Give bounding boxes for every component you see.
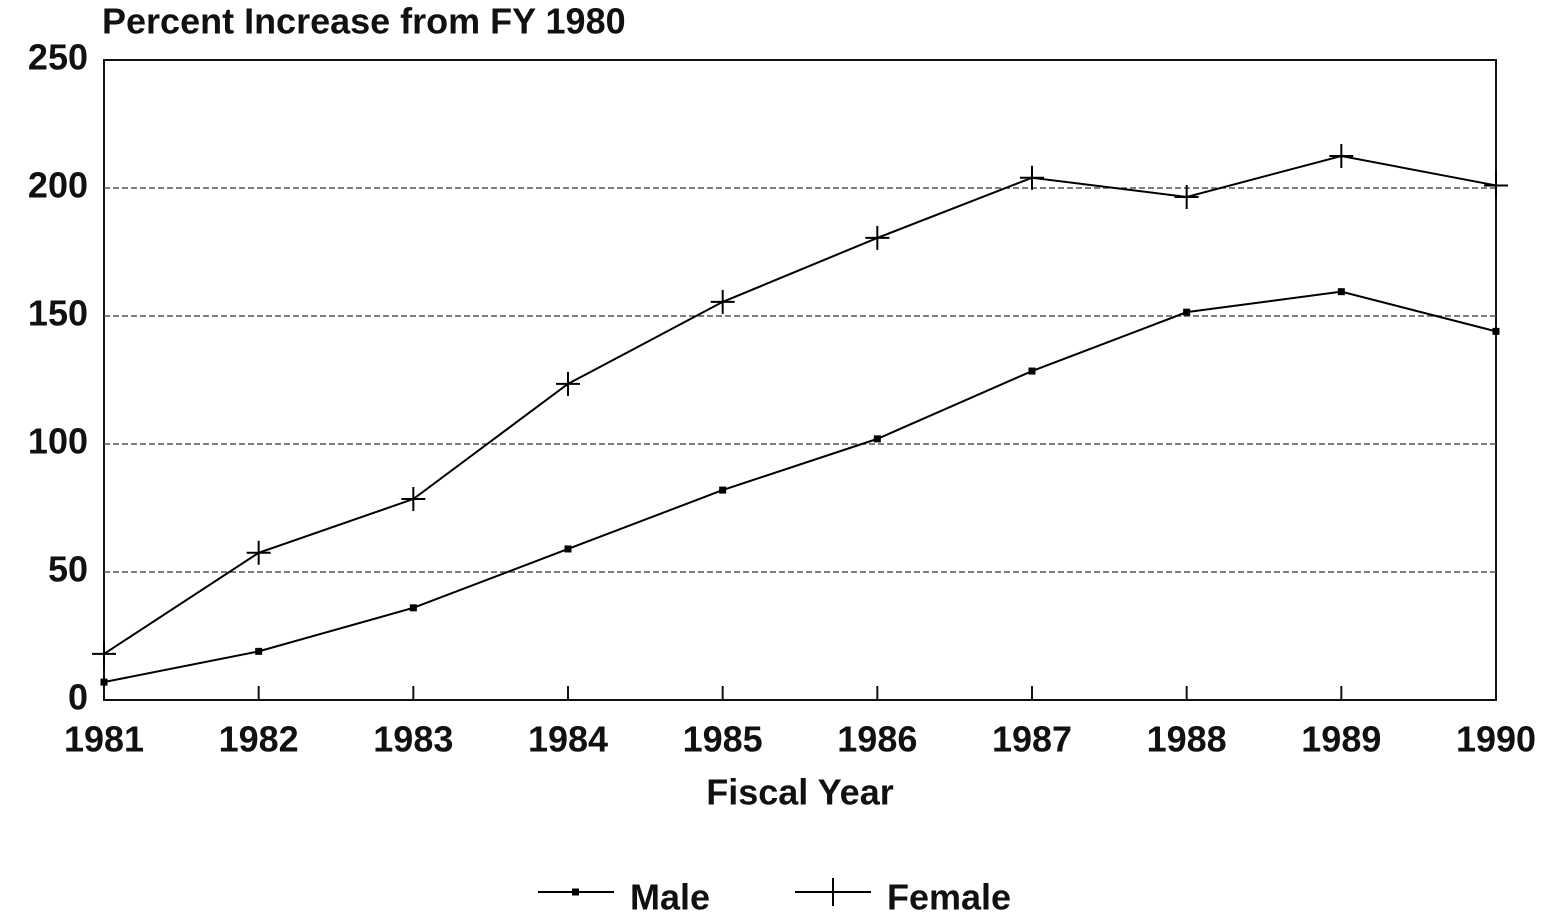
point [255,647,263,655]
point [1492,327,1500,335]
x-tick-label: 1983 [373,719,453,760]
point [710,289,735,314]
y-tick-label: 100 [28,421,88,462]
point [873,435,881,443]
y-tick-label: 150 [28,293,88,334]
y-tick-label: 250 [28,37,88,78]
point [1337,288,1345,296]
point [556,371,580,396]
point [409,604,417,612]
point [100,678,108,686]
plot-frame [103,59,1497,701]
series-line [103,154,1497,655]
legend-label: Male [630,877,710,918]
point [719,486,727,494]
point [1329,144,1354,168]
y-tick-label: 200 [28,165,88,206]
y-tick-label: 0 [68,677,88,718]
x-tick-label: 1985 [683,719,763,760]
x-tick-label: 1988 [1147,719,1227,760]
x-tick-label: 1986 [837,719,917,760]
point [865,225,890,250]
x-axis-label: Fiscal Year [706,772,894,813]
point [1484,173,1508,198]
x-tick-label: 1984 [528,719,608,760]
x-tick-label: 1989 [1301,719,1381,760]
point [564,545,572,553]
point [401,487,426,512]
legend-label: Female [887,877,1011,918]
point [1183,308,1191,316]
point [92,641,116,666]
point [1020,165,1044,190]
point [246,540,271,565]
series-line [103,290,1497,684]
x-tick-label: 1982 [219,719,299,760]
x-tick-label: 1990 [1456,719,1536,760]
legend-marker [572,888,579,896]
x-tick-label: 1981 [64,719,144,760]
point [1028,367,1036,375]
x-tick-label: 1987 [992,719,1072,760]
y-tick-label: 50 [48,549,88,590]
point [1174,184,1199,209]
chart-title: Percent Increase from FY 1980 [102,1,626,42]
